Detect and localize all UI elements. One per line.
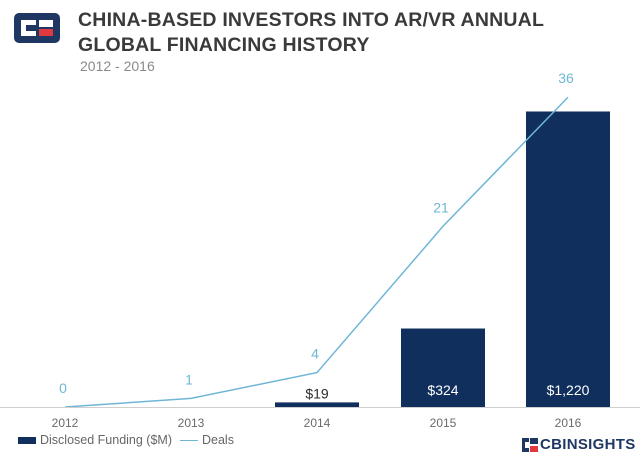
legend-swatch-bar <box>18 436 36 444</box>
line-layer <box>64 96 569 408</box>
deals-label-2016: 36 <box>558 70 574 86</box>
deals-label-2013: 1 <box>185 371 193 387</box>
legend-label-deals: Deals <box>202 433 234 447</box>
bar-2015 <box>401 328 485 407</box>
deals-line <box>64 96 569 408</box>
bar-label-2015: $324 <box>427 382 458 398</box>
chart-subtitle: 2012 - 2016 <box>80 58 155 74</box>
bar-2016 <box>526 111 610 407</box>
bar-label-2016: $1,220 <box>547 382 590 398</box>
x-axis: 2012 2013 2014 2015 2016 <box>0 407 640 430</box>
legend-swatch-line <box>180 439 198 441</box>
labels-layer: $19 $324 $1,220 0 1 4 21 36 <box>59 70 590 401</box>
legend-label-funding: Disclosed Funding ($M) <box>40 433 172 447</box>
legend-item-funding: Disclosed Funding ($M) <box>18 433 172 447</box>
bar-2014 <box>275 402 359 407</box>
legend-item-deals: Deals <box>180 433 234 447</box>
deals-label-2015: 21 <box>433 199 449 215</box>
cb-insights-logo <box>14 13 60 43</box>
deals-label-2012: 0 <box>59 380 67 396</box>
x-tick-2016: 2016 <box>555 416 582 430</box>
brand-mark-icon <box>522 437 538 452</box>
x-tick-2014: 2014 <box>304 416 331 430</box>
brand-name: CBINSIGHTS <box>540 436 636 453</box>
deals-label-2014: 4 <box>311 346 319 362</box>
x-tick-2012: 2012 <box>52 416 79 430</box>
bar-label-2014: $19 <box>305 385 329 401</box>
brand-footer: CBINSIGHTS <box>522 436 636 453</box>
legend: Disclosed Funding ($M) Deals <box>18 432 242 448</box>
x-tick-2013: 2013 <box>178 416 205 430</box>
chart-title: CHINA-BASED INVESTORS INTO AR/VR ANNUAL … <box>78 9 544 56</box>
bars-layer <box>275 111 610 407</box>
x-tick-2015: 2015 <box>430 416 457 430</box>
